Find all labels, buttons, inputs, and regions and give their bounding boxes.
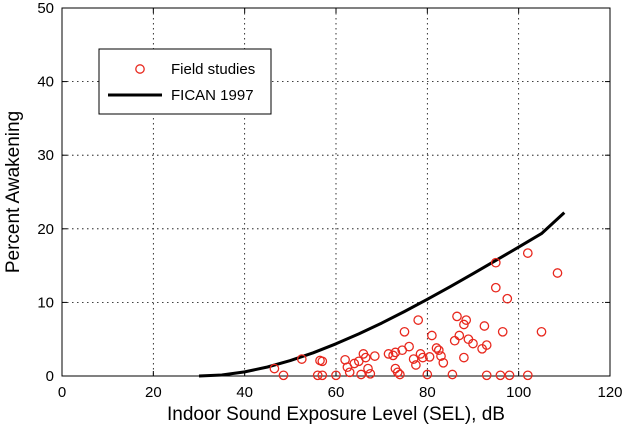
- x-tick-label: 20: [145, 384, 162, 401]
- y-tick-label: 40: [37, 74, 54, 91]
- field-study-point: [504, 370, 515, 381]
- field-study-point: [449, 335, 460, 346]
- y-axis-title: Percent Awakening: [3, 111, 24, 273]
- field-study-point: [495, 370, 506, 381]
- y-tick-label: 10: [37, 294, 54, 311]
- axis-ticks: 0 20 40 60 80 100 120 0 10 20 30 40 50: [37, 0, 622, 401]
- x-tick-label: 80: [419, 384, 436, 401]
- field-study-point: [365, 368, 376, 379]
- field-study-point: [344, 367, 355, 378]
- field-study-point: [422, 369, 433, 380]
- field-study-point: [454, 330, 465, 341]
- field-study-point: [404, 341, 414, 352]
- field-study-point: [395, 369, 405, 380]
- y-tick-label: 0: [46, 368, 54, 385]
- series-points-layer: [269, 248, 563, 381]
- field-study-point: [356, 369, 366, 380]
- field-study-point: [481, 370, 492, 381]
- field-study-point: [502, 293, 513, 304]
- field-study-point: [436, 351, 446, 361]
- legend-box: [98, 48, 272, 115]
- field-study-point: [399, 326, 410, 337]
- field-study-point: [461, 315, 472, 325]
- field-study-point: [269, 363, 280, 374]
- legend: Field studies FICAN 1997: [98, 48, 272, 115]
- field-study-point: [390, 347, 401, 358]
- field-study-point: [317, 370, 328, 381]
- field-study-point: [424, 352, 435, 362]
- x-tick-label: 0: [58, 384, 66, 401]
- field-study-point: [468, 338, 478, 349]
- field-study-point: [522, 248, 533, 258]
- field-study-point: [363, 363, 373, 374]
- field-study-point: [522, 370, 533, 381]
- field-study-point: [431, 343, 442, 353]
- field-study-point: [490, 257, 501, 268]
- y-tick-label: 50: [37, 0, 54, 17]
- x-tick-label: 60: [328, 384, 345, 401]
- field-study-point: [317, 356, 328, 367]
- field-study-point: [296, 354, 307, 364]
- field-study-point: [536, 326, 547, 337]
- field-study-point: [427, 330, 437, 341]
- field-study-point: [369, 351, 380, 361]
- x-tick-label: 100: [506, 384, 531, 401]
- field-study-point: [479, 321, 490, 331]
- field-study-point: [349, 358, 360, 369]
- legend-marker-field-studies: [135, 64, 145, 74]
- field-study-point: [481, 340, 492, 350]
- field-study-point: [331, 370, 341, 381]
- field-study-point: [417, 352, 428, 363]
- field-study-point: [392, 367, 403, 378]
- field-study-point: [497, 326, 508, 337]
- field-study-point: [312, 370, 323, 381]
- field-study-point: [433, 345, 444, 356]
- field-study-point: [438, 357, 449, 368]
- field-study-point: [408, 354, 419, 364]
- y-tick-label: 30: [37, 147, 54, 164]
- field-study-point: [490, 282, 501, 293]
- field-study-point: [360, 352, 371, 363]
- x-axis-title: Indoor Sound Exposure Level (SEL), dB: [167, 404, 505, 425]
- legend-label-field-studies: Field studies: [171, 61, 255, 78]
- field-study-point: [447, 369, 458, 380]
- field-study-point: [383, 349, 394, 359]
- y-tick-label: 20: [37, 221, 54, 238]
- fican-1997-curve: [198, 211, 566, 378]
- x-tick-label: 40: [236, 384, 253, 401]
- field-study-point: [388, 350, 398, 361]
- series-line-layer: [198, 211, 566, 378]
- legend-label-fican-1997: FICAN 1997: [171, 87, 254, 104]
- x-tick-label: 120: [597, 384, 622, 401]
- field-study-point: [459, 352, 469, 363]
- field-study-point: [552, 268, 563, 278]
- field-study-point: [411, 360, 421, 370]
- field-study-point: [452, 311, 462, 322]
- field-study-point: [413, 315, 424, 325]
- field-study-point: [278, 370, 289, 381]
